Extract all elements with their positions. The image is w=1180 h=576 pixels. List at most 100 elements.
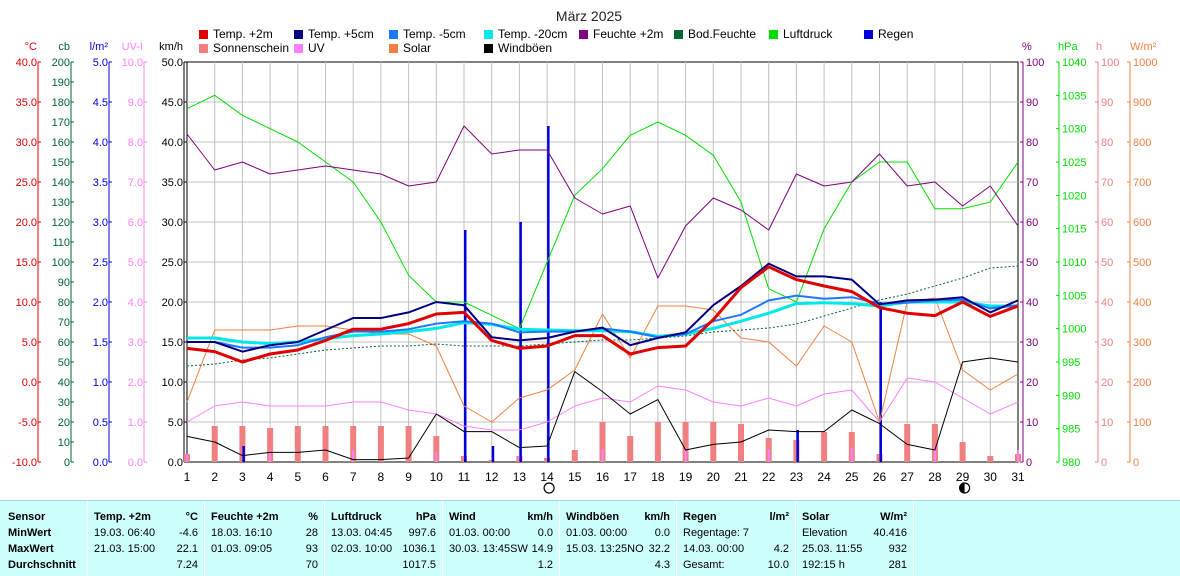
table-col-luftdruck: Luftdruck hPa 13.03. 04:45 997.6 02.03. 10:0… [325, 501, 443, 576]
series-line-luftdruck [186, 94, 1019, 330]
x-tick-label: 21 [734, 470, 748, 484]
x-tick-label: 16 [596, 470, 610, 484]
axis-tick-label-left: 10.0 [122, 57, 143, 69]
x-tick-label: 8 [378, 470, 385, 484]
x-tick-label: 24 [817, 470, 831, 484]
table-header-unit: % [308, 511, 318, 523]
axis-tick-label-right: 90 [1101, 97, 1113, 109]
x-tick-label: 22 [762, 470, 776, 484]
x-tick-label: 3 [239, 470, 246, 484]
legend-swatch [864, 30, 873, 39]
full-moon-icon [543, 482, 555, 494]
table-cell-value: 281 [888, 559, 907, 571]
axis-tick-label-left: 180 [52, 97, 70, 109]
legend-label: Temp. -20cm [498, 27, 567, 41]
axis-tick-label-left: 35.0 [162, 177, 183, 189]
axis-tick-label-right: 60 [1026, 217, 1038, 229]
axis-tick-label-left: 35.0 [16, 97, 37, 109]
axis-tick-label-right: 1015 [1062, 224, 1086, 236]
x-tick-label: 7 [350, 470, 357, 484]
axis-tick-label-left: 20 [58, 417, 70, 429]
series-line-temp-2m [186, 265, 1019, 364]
sunshine-bar [654, 422, 661, 462]
axis-tick-label-left: 0 [64, 457, 70, 469]
rain-bar [491, 446, 495, 462]
table-cell-value: 1036.1 [402, 543, 436, 555]
sunshine-bar [294, 426, 301, 462]
axis-tick-label-left: 40.0 [162, 137, 183, 149]
axis-tick-label-right: 10 [1026, 417, 1038, 429]
table-header-unit: hPa [415, 511, 436, 523]
uv-bar [684, 447, 687, 462]
axis-unit-left: km/h [159, 41, 183, 53]
uv-bar [269, 450, 272, 462]
axis-tick-label-right: 100 [1133, 417, 1151, 429]
x-tick-label: 4 [267, 470, 274, 484]
table-cell-value: 10.0 [767, 559, 789, 571]
axis-tick-label-left: 70 [58, 317, 70, 329]
x-tick-label: 10 [430, 470, 444, 484]
axis-unit-right: W/m² [1130, 41, 1157, 53]
legend-swatch [484, 30, 493, 39]
axis-tick-label-left: 200 [52, 57, 70, 69]
axis-tick-label-left: 20.0 [162, 297, 183, 309]
axis-tick-label-left: 2.0 [128, 377, 143, 389]
table-cell-time: 02.03. 10:00 [331, 543, 393, 555]
legend-swatch [294, 30, 303, 39]
axis-unit-left: UV-I [122, 41, 143, 53]
axis-tick-label-left: 30.0 [162, 217, 183, 229]
rain-bar [519, 222, 522, 462]
axis-tick-label-left: 30 [58, 397, 70, 409]
sunshine-bar [931, 424, 938, 462]
table-cell-value: 70 [305, 559, 318, 571]
axis-tick-label-left: 1.5 [93, 337, 108, 349]
uv-bar [435, 452, 438, 462]
sunshine-bar [904, 424, 911, 462]
table-cell-time: Elevation [802, 527, 848, 539]
axis-tick-label-right: 990 [1062, 390, 1080, 402]
table-col-wind: Wind km/h 01.03. 00:00 0.0 30.03. 13:45SW 14.… [443, 501, 560, 576]
table-cell-time: 15.03. 13:25NO [566, 543, 644, 555]
bars [184, 126, 1021, 462]
table-col-temp-2m: Temp. +2m °C 19.03. 06:40 -4.6 21.03. 15:00 2… [88, 501, 205, 576]
axis-tick-label-left: 90 [58, 277, 70, 289]
table-header-unit: °C [185, 511, 198, 523]
series-line-windb-en [186, 357, 1019, 461]
axis-tick-label-right: 1040 [1062, 57, 1086, 69]
axis-tick-label-right: 500 [1133, 257, 1151, 269]
axis-tick-label-left: 10.0 [162, 377, 183, 389]
table-header: Solar [802, 511, 830, 523]
axis-tick-label-left: 6.0 [128, 217, 143, 229]
table-cell-time: 19.03. 06:40 [94, 527, 156, 539]
x-tick-label: 11 [458, 470, 471, 484]
axis-tick-label-left: 130 [52, 197, 70, 209]
axis-tick-label-left: 1.0 [128, 417, 143, 429]
grid [186, 61, 1019, 463]
legend-swatch [769, 30, 778, 39]
axis-tick-label-left: 120 [52, 217, 70, 229]
row-label-min: MinWert [8, 527, 52, 539]
sunshine-bar [987, 456, 994, 462]
legend-swatch [294, 44, 303, 53]
x-tick-label: 5 [294, 470, 301, 484]
table-cell-value: 22.1 [176, 543, 198, 555]
table-cell-value: 932 [888, 543, 907, 555]
axis-tick-label-left: 4.0 [93, 137, 108, 149]
axis-tick-label-left: 25.0 [16, 177, 37, 189]
axis-tick-label-left: 10 [58, 437, 70, 449]
row-label-max: MaxWert [8, 543, 54, 555]
axis-tick-label-left: 0.0 [128, 457, 143, 469]
legend-swatch [199, 44, 208, 53]
sunshine-bar [350, 426, 357, 462]
x-tick-label: 1 [184, 470, 191, 484]
axis-tick-label-left: 0.0 [22, 377, 37, 389]
table-cell-value: 0.0 [537, 527, 553, 539]
x-axis: 1 2 3 4 5 6 7 8 9 10 11 12 13 14 15 16 17 18 19 20 21 22 23 24 2… [184, 470, 1025, 494]
axis-tick-label-right: 400 [1133, 297, 1151, 309]
axis-unit-right: % [1022, 41, 1032, 53]
sunshine-bar [571, 450, 578, 462]
rain-bar [796, 430, 799, 462]
x-tick-label: 29 [956, 470, 970, 484]
table-cell-time: 01.03. 09:05 [211, 543, 273, 555]
legend-label: Temp. +2m [213, 27, 273, 41]
